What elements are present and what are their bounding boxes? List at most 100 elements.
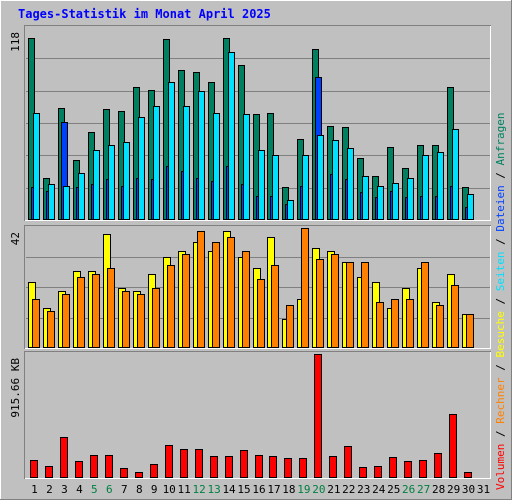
x-tick-label: 22 xyxy=(342,483,355,496)
bar-volumen-day-1 xyxy=(30,460,38,478)
bar-seiten-day-5 xyxy=(93,150,100,220)
bar-volumen-day-8 xyxy=(135,472,143,478)
legend-dateien: Dateien xyxy=(494,185,507,231)
bar-volumen-day-7 xyxy=(120,468,128,478)
bar-volumen-day-18 xyxy=(284,458,292,478)
bar-volumen-day-24 xyxy=(374,466,382,478)
bar-rechner-day-25 xyxy=(391,299,399,348)
bar-seiten-day-10 xyxy=(168,82,175,220)
bar-volumen-day-5 xyxy=(90,455,98,478)
bar-volumen-day-23 xyxy=(359,467,367,478)
bar-volumen-day-22 xyxy=(344,446,352,478)
y-max-label: 118 xyxy=(9,32,22,52)
legend-separator: / xyxy=(494,358,507,378)
x-tick-label: 2 xyxy=(46,483,53,496)
bar-rechner-day-1 xyxy=(32,299,40,348)
legend-separator: / xyxy=(494,291,507,311)
bar-volumen-day-25 xyxy=(389,457,397,478)
bar-volumen-day-20 xyxy=(314,354,322,478)
bar-seiten-day-8 xyxy=(138,117,145,220)
bar-volumen-day-28 xyxy=(434,453,442,478)
bar-volumen-day-3 xyxy=(60,437,68,478)
x-tick-label: 10 xyxy=(163,483,176,496)
bar-rechner-day-20 xyxy=(316,259,324,348)
bar-rechner-day-17 xyxy=(271,265,279,348)
bar-seiten-day-27 xyxy=(422,155,429,220)
bar-seiten-day-12 xyxy=(198,91,205,220)
bar-volumen-day-13 xyxy=(210,456,218,478)
legend-vertical: Volumen / Rechner / Besuche / Seiten / D… xyxy=(494,112,507,490)
x-tick-label: 20 xyxy=(312,483,325,496)
bar-seiten-day-24 xyxy=(377,186,384,220)
x-tick-label: 12 xyxy=(193,483,206,496)
bar-rechner-day-18 xyxy=(286,305,294,348)
legend-separator: / xyxy=(494,232,507,252)
x-tick-label: 3 xyxy=(61,483,68,496)
x-tick-label: 9 xyxy=(151,483,158,496)
bar-seiten-day-9 xyxy=(153,106,160,220)
bar-volumen-day-29 xyxy=(449,414,457,478)
x-tick-label: 26 xyxy=(402,483,415,496)
bar-volumen-day-21 xyxy=(329,456,337,478)
legend-separator: / xyxy=(494,165,507,185)
bar-seiten-day-23 xyxy=(362,176,369,220)
bar-seiten-day-4 xyxy=(78,173,85,220)
bar-rechner-day-23 xyxy=(361,262,369,348)
bar-volumen-day-15 xyxy=(240,450,248,478)
bar-seiten-day-7 xyxy=(123,142,130,220)
panel-top: 118 xyxy=(9,25,491,221)
x-tick-label: 18 xyxy=(282,483,295,496)
y-max-label: 42 xyxy=(9,232,22,245)
x-tick-label: 23 xyxy=(357,483,370,496)
bar-rechner-day-14 xyxy=(227,237,235,348)
bar-volumen-day-2 xyxy=(45,466,53,478)
bar-rechner-day-11 xyxy=(182,254,190,348)
bar-seiten-day-18 xyxy=(287,200,294,220)
bar-volumen-day-14 xyxy=(225,456,233,478)
x-tick-label: 30 xyxy=(462,483,475,496)
bar-seiten-day-16 xyxy=(258,150,265,220)
bar-rechner-day-19 xyxy=(301,228,309,348)
bar-volumen-day-30 xyxy=(464,472,472,478)
bar-volumen-day-19 xyxy=(299,458,307,478)
legend-anfragen: Anfragen xyxy=(494,112,507,165)
bar-seiten-day-11 xyxy=(183,106,190,220)
bar-seiten-day-21 xyxy=(332,140,339,220)
bar-volumen-day-11 xyxy=(180,449,188,478)
bar-rechner-day-29 xyxy=(451,285,459,348)
x-tick-label: 16 xyxy=(252,483,265,496)
bar-volumen-day-27 xyxy=(419,460,427,478)
bar-rechner-day-5 xyxy=(92,274,100,348)
bar-volumen-day-9 xyxy=(150,464,158,478)
bar-rechner-day-30 xyxy=(466,314,474,348)
bar-rechner-day-8 xyxy=(137,294,145,348)
panel-middle: 42 xyxy=(9,225,491,349)
y-max-label: 915.66 KB xyxy=(9,358,22,418)
bar-rechner-day-28 xyxy=(436,305,444,348)
x-tick-label: 19 xyxy=(297,483,310,496)
bar-rechner-day-13 xyxy=(212,242,220,348)
bar-seiten-day-1 xyxy=(33,113,40,220)
bar-seiten-day-6 xyxy=(108,145,115,220)
x-tick-label: 24 xyxy=(372,483,386,496)
x-tick-label: 25 xyxy=(387,483,400,496)
bar-volumen-day-4 xyxy=(75,461,83,478)
x-tick-label: 8 xyxy=(136,483,143,496)
x-tick-label: 14 xyxy=(222,483,236,496)
x-tick-label: 1 xyxy=(31,483,38,496)
bar-rechner-day-6 xyxy=(107,268,115,348)
bar-volumen-day-6 xyxy=(105,455,113,478)
bar-seiten-day-29 xyxy=(452,129,459,220)
bar-volumen-day-17 xyxy=(269,456,277,478)
x-tick-label: 15 xyxy=(237,483,250,496)
x-tick-label: 6 xyxy=(106,483,113,496)
bar-seiten-day-22 xyxy=(347,148,354,220)
bar-rechner-day-2 xyxy=(47,311,55,348)
chart-panels: 118 42 915.66 KB xyxy=(9,25,491,479)
bar-rechner-day-3 xyxy=(62,294,70,348)
bar-seiten-day-28 xyxy=(437,152,444,220)
bar-seiten-day-19 xyxy=(302,155,309,220)
bar-seiten-day-26 xyxy=(407,178,414,220)
x-tick-label: 7 xyxy=(121,483,128,496)
bar-rechner-day-22 xyxy=(346,262,354,348)
